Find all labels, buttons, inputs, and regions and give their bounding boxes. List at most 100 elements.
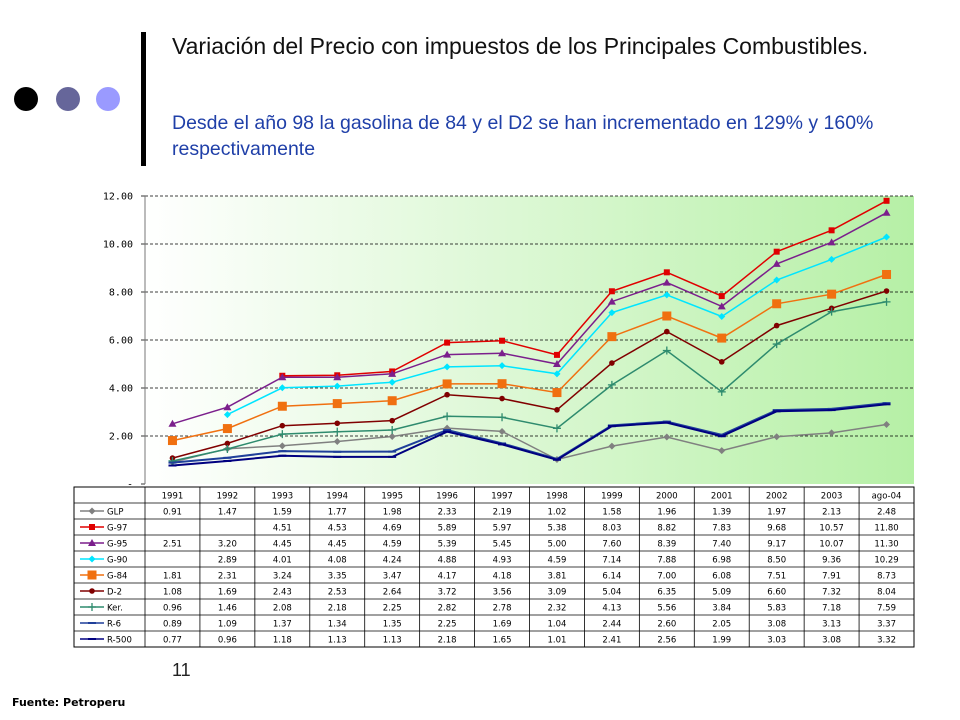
data-point-glp xyxy=(498,427,506,435)
table-cell-g-95: 7.40 xyxy=(712,540,731,550)
table-cell-r-500: 3.08 xyxy=(822,636,841,646)
data-point-d-2 xyxy=(224,440,231,447)
data-point-g-95 xyxy=(168,419,177,427)
data-point-g-84 xyxy=(387,396,397,406)
table-cell-glp: 1.59 xyxy=(273,508,292,518)
table-cell-g-97: 4.51 xyxy=(273,524,292,534)
table-cell-ker: 1.46 xyxy=(218,604,237,614)
table-cell-r-500: 1.99 xyxy=(712,636,731,646)
table-header-year: 1991 xyxy=(162,492,184,502)
table-header-year: 1998 xyxy=(546,492,568,502)
series-line-g-95 xyxy=(172,212,887,425)
table-cell-g-84: 7.51 xyxy=(767,572,786,582)
decor-dot-slate xyxy=(56,87,80,111)
table-cell-g-95: 4.45 xyxy=(328,540,347,550)
table-cell-r-500: 1.13 xyxy=(383,636,402,646)
table-cell-glp: 2.19 xyxy=(493,508,512,518)
data-point-g-95 xyxy=(607,297,616,305)
table-cell-ker: 5.56 xyxy=(657,604,676,614)
table-header-year: 2002 xyxy=(766,492,788,502)
table-cell-g-97: 7.83 xyxy=(712,524,731,534)
data-point-g-95 xyxy=(827,238,836,246)
slide-title: Variación del Precio con impuestos de lo… xyxy=(172,33,869,59)
legend-label-d-2: D-2 xyxy=(107,588,122,598)
table-cell-glp: 2.13 xyxy=(822,508,841,518)
legend-label-ker: Ker. xyxy=(107,604,123,614)
table-cell-g-90: 7.88 xyxy=(657,556,676,566)
table-cell-r-6: 2.60 xyxy=(657,620,676,630)
data-point-ker xyxy=(717,387,726,396)
table-cell-g-95: 2.51 xyxy=(163,540,182,550)
table-cell-r-6: 1.35 xyxy=(383,620,402,630)
table-cell-r-6: 3.37 xyxy=(877,620,896,630)
table-cell-ker: 4.13 xyxy=(602,604,621,614)
table-cell-g-95: 8.39 xyxy=(657,540,676,550)
table-cell-d-2: 6.60 xyxy=(767,588,786,598)
table-cell-r-500: 3.03 xyxy=(767,636,786,646)
table-header-year: 2003 xyxy=(821,492,843,502)
data-point-d-2 xyxy=(499,395,505,402)
table-cell-g-95: 5.39 xyxy=(438,540,457,550)
table-cell-g-84: 1.81 xyxy=(163,572,182,582)
table-header-year: ago-04 xyxy=(872,492,902,502)
y-tick-label: 12.00 xyxy=(103,192,133,203)
table-cell-g-95: 3.20 xyxy=(218,540,237,550)
data-point-ker xyxy=(772,340,781,349)
table-cell-g-97: 5.89 xyxy=(438,524,457,534)
data-point-d-2 xyxy=(389,417,395,424)
data-point-d-2 xyxy=(334,420,341,427)
data-point-ker xyxy=(498,413,507,422)
data-point-g-95 xyxy=(552,360,561,367)
series-line-glp xyxy=(172,423,887,463)
legend-key-marker-glp xyxy=(88,507,96,515)
data-point-ker xyxy=(882,297,891,306)
table-cell-r-500: 1.01 xyxy=(547,636,566,646)
decor-dot-lavender xyxy=(96,87,120,111)
table-cell-r-6: 3.13 xyxy=(822,620,841,630)
data-point-g-95 xyxy=(717,302,726,310)
table-cell-g-95: 4.59 xyxy=(383,540,402,550)
data-point-g-90 xyxy=(388,378,396,386)
data-point-g-95 xyxy=(498,349,507,357)
source-note: Fuente: Petroperu xyxy=(12,696,126,709)
table-cell-g-90: 4.24 xyxy=(383,556,402,566)
data-point-g-97 xyxy=(663,269,670,276)
data-point-g-84 xyxy=(277,401,287,411)
table-cell-g-90: 7.14 xyxy=(602,556,621,566)
table-cell-g-95: 10.07 xyxy=(819,540,843,550)
data-point-d-2 xyxy=(279,422,286,429)
table-cell-r-6: 1.69 xyxy=(493,620,512,630)
table-cell-ker: 2.25 xyxy=(383,604,402,614)
data-point-ker xyxy=(607,380,616,389)
data-point-glp xyxy=(718,447,726,455)
y-tick-label: 6.00 xyxy=(109,336,133,347)
legend-key-marker-g-95 xyxy=(88,539,96,546)
table-cell-g-90: 4.59 xyxy=(547,556,566,566)
y-tick-label: 4.00 xyxy=(109,384,133,395)
table-cell-g-84: 3.47 xyxy=(383,572,402,582)
data-point-glp xyxy=(828,429,836,437)
data-point-g-97 xyxy=(718,293,725,300)
table-cell-d-2: 1.69 xyxy=(218,588,237,598)
table-cell-g-95: 9.17 xyxy=(767,540,786,550)
table-cell-glp: 1.58 xyxy=(602,508,621,518)
legend-label-r-500: R-500 xyxy=(107,636,132,646)
table-cell-r-6: 0.89 xyxy=(163,620,182,630)
table-cell-ker: 0.96 xyxy=(163,604,182,614)
table-cell-g-97: 9.68 xyxy=(767,524,786,534)
table-cell-d-2: 2.64 xyxy=(383,588,402,598)
table-cell-glp: 1.98 xyxy=(383,508,402,518)
data-point-g-84 xyxy=(222,424,232,434)
y-tick-label: 2.00 xyxy=(109,432,133,443)
data-point-g-90 xyxy=(883,233,891,241)
data-point-ker xyxy=(278,430,287,439)
table-cell-g-84: 3.35 xyxy=(328,572,347,582)
table-cell-g-90: 8.50 xyxy=(767,556,786,566)
page-number: 11 xyxy=(172,660,191,680)
data-point-g-95 xyxy=(333,373,342,381)
data-point-ker xyxy=(662,346,671,355)
data-point-ker xyxy=(827,307,836,316)
data-point-d-2 xyxy=(718,359,725,365)
data-point-g-84 xyxy=(827,289,837,299)
data-point-g-84 xyxy=(882,269,892,279)
